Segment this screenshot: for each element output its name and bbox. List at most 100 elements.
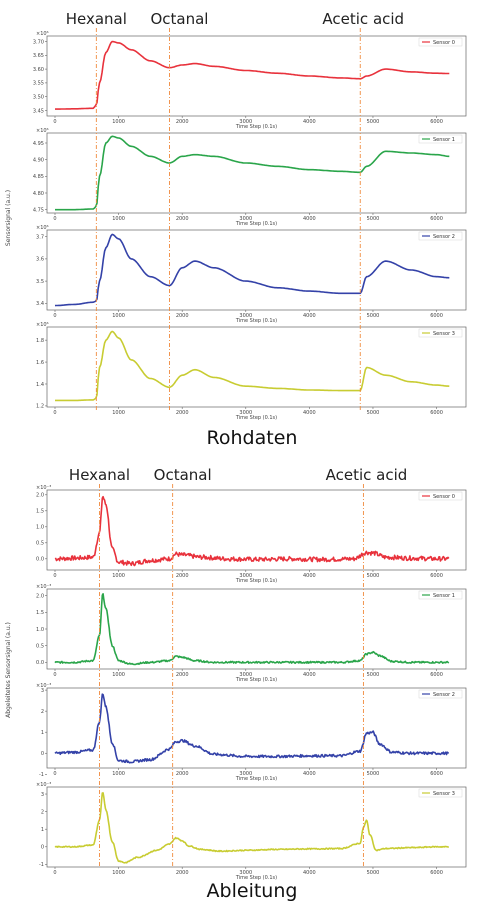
x-tick-label: 4000 [303, 119, 316, 125]
x-tick-label: 6000 [430, 410, 443, 416]
series-line-sensor-3 [54, 792, 450, 864]
y-tick-label: 3.5 [36, 279, 44, 285]
y-tick-label: 3.65 [33, 53, 44, 59]
x-tick-label: 0 [53, 573, 56, 579]
panel-0: 0.0 0.5 1.0 1.5 2.0 ×10⁻³ 0 1000 2000 3000 4000 500… [36, 485, 467, 584]
x-axis-label: Time Step (0.1s) [235, 221, 277, 227]
y-tick-label: 3.6 [36, 257, 44, 263]
y-tick-label: 1.0 [36, 627, 44, 633]
event-label-octanal: Octanal [150, 10, 208, 28]
axis-multiplier: ×10⁻³ [36, 782, 51, 788]
x-axis-label: Time Step (0.1s) [235, 776, 277, 782]
x-tick-label: 5000 [367, 119, 380, 125]
axis-multiplier: ×10⁶ [36, 322, 49, 328]
x-tick-label: 6000 [430, 870, 443, 876]
event-label-acetic-acid: Acetic acid [322, 10, 404, 28]
x-tick-label: 4000 [303, 672, 316, 678]
legend-label: Sensor 3 [433, 331, 455, 337]
y-tick-label: 1 [41, 730, 44, 736]
panel-frame [46, 489, 467, 571]
x-tick-label: 5000 [367, 672, 380, 678]
legend-box [418, 134, 463, 144]
event-label-hexanal: Hexanal [66, 10, 127, 28]
y-tick-label: 2.0 [36, 593, 44, 599]
x-tick-label: 6000 [430, 313, 443, 319]
series-line-sensor-1 [54, 593, 450, 666]
caption-rohdaten: Rohdaten [207, 427, 298, 449]
series-line-sensor-0 [55, 40, 450, 110]
x-tick-label: 0 [53, 771, 56, 777]
x-tick-label: 2000 [176, 216, 189, 222]
x-tick-label: 0 [53, 672, 56, 678]
series-line-sensor-3 [55, 330, 450, 402]
x-tick-label: 3000 [239, 672, 252, 678]
ylabel-ableitung: Abgeleitetes Sensorsignal (a.u.) [5, 622, 12, 718]
panel-frame [46, 132, 467, 214]
y-tick-label: 0.0 [36, 660, 44, 666]
x-tick-label: 6000 [430, 119, 443, 125]
axis-multiplier: ×10⁻³ [36, 584, 51, 590]
y-tick-label: 0.5 [36, 541, 44, 547]
x-tick-label: 4000 [303, 410, 316, 416]
y-tick-label: 3.4 [36, 301, 44, 307]
legend-label: Sensor 1 [433, 593, 455, 599]
x-tick-label: 2000 [176, 410, 189, 416]
y-tick-label: 3.60 [33, 67, 44, 73]
y-tick-label: -1 [39, 862, 44, 868]
event-label-octanal: Octanal [154, 466, 212, 484]
x-tick-label: 0 [53, 870, 56, 876]
x-tick-label: 3000 [239, 870, 252, 876]
x-tick-label: 1000 [112, 573, 125, 579]
caption-ableitung: Ableitung [207, 880, 298, 902]
legend-box [418, 37, 463, 47]
axis-multiplier: ×10⁻³ [36, 683, 51, 689]
x-axis-label: Time Step (0.1s) [235, 578, 277, 584]
x-axis-label: Time Step (0.1s) [235, 875, 277, 881]
x-tick-label: 2000 [176, 672, 189, 678]
y-tick-label: 4.95 [33, 141, 44, 147]
panel-frame [46, 786, 467, 868]
x-tick-label: 1000 [112, 313, 125, 319]
x-tick-label: 3000 [239, 216, 252, 222]
panel-1: 0.0 0.5 1.0 1.5 2.0 ×10⁻³ 0 1000 2000 3000 4000 500… [36, 584, 467, 683]
series-line-sensor-2 [54, 693, 450, 764]
x-tick-label: 1000 [112, 771, 125, 777]
y-tick-label: 4.90 [33, 157, 44, 163]
x-tick-label: 3000 [239, 410, 252, 416]
legend-box [418, 689, 463, 699]
legend-box [418, 788, 463, 798]
legend-box [418, 590, 463, 600]
axis-multiplier: ×10⁻³ [36, 485, 51, 491]
x-tick-label: 4000 [303, 573, 316, 579]
y-tick-label: 4.75 [33, 207, 44, 213]
x-tick-label: 4000 [303, 771, 316, 777]
panel-frame [46, 326, 467, 408]
x-tick-label: 2000 [176, 771, 189, 777]
legend-label: Sensor 0 [433, 494, 455, 500]
x-axis-label: Time Step (0.1s) [235, 677, 277, 683]
y-tick-label: 3 [41, 688, 44, 694]
x-tick-label: 6000 [430, 216, 443, 222]
panel-1: 4.75 4.80 4.85 4.90 4.95 ×10⁶ 0 1000 2000 3000 400… [33, 128, 467, 227]
ylabel-rohdaten: Sensorsignal (a.u.) [5, 190, 12, 246]
panel-3: -1 0 1 2 3 ×10⁻³ 0 1000 2000 3000 4000 5000 6000 Time… [36, 782, 467, 881]
x-tick-label: 5000 [367, 573, 380, 579]
y-tick-label: 1.8 [36, 338, 44, 344]
x-tick-label: 2000 [176, 313, 189, 319]
x-tick-label: 0 [53, 119, 56, 125]
y-tick-label: 1 [41, 827, 44, 833]
x-tick-label: 5000 [367, 870, 380, 876]
y-tick-label: 0 [41, 751, 44, 757]
legend-label: Sensor 2 [433, 234, 455, 240]
axis-multiplier: ×10⁶ [36, 225, 49, 231]
panel-3: 1.2 1.4 1.6 1.8 ×10⁶ 0 1000 2000 3000 4000 5000 600… [36, 322, 467, 421]
y-tick-label: 0.5 [36, 643, 44, 649]
y-tick-label: 3 [41, 792, 44, 798]
axis-multiplier: ×10⁶ [36, 31, 49, 37]
y-tick-label: 2 [41, 709, 44, 715]
series-line-sensor-2 [54, 233, 450, 307]
x-tick-label: 1000 [112, 870, 125, 876]
y-tick-label: 1.5 [36, 509, 44, 515]
axis-multiplier: ×10⁶ [36, 128, 49, 134]
